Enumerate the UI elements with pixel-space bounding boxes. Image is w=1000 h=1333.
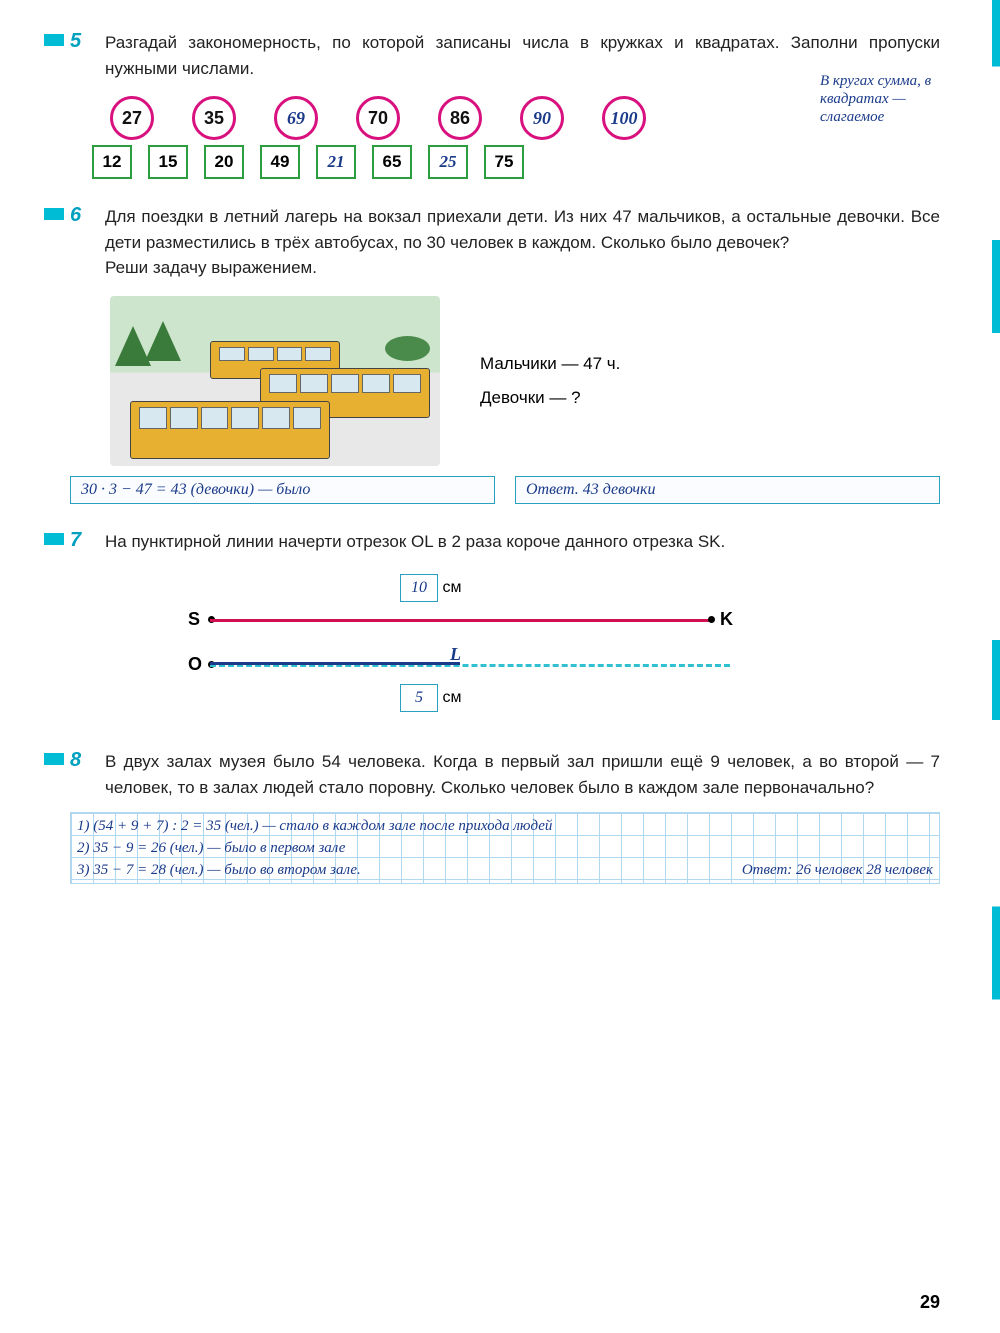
workbook-page: 5 Разгадай закономерность, по которой за… [0,0,1000,1333]
problem-number: 8 [70,749,81,772]
answer-row: 30 · 3 − 47 = 43 (девочки) — было Ответ.… [70,476,940,504]
square-value: 75 [484,145,524,179]
problem-instruction: Реши задачу выражением. [105,258,317,277]
problem-number: 7 [70,529,81,552]
problem-number: 5 [70,30,81,53]
segment-diagram: 10 см S K O L 5 см [150,574,940,724]
problem-givens: Мальчики — 47 ч. Девочки — ? [480,347,620,415]
page-number: 29 [920,1292,940,1313]
problem-tab [44,533,64,545]
bus-illustration [110,296,440,466]
length-value: 5 [400,684,438,712]
problem-text: Разгадай закономерность, по которой запи… [105,30,940,81]
circle-value: 27 [110,96,154,140]
problem-tab [44,208,64,220]
solution-box: 30 · 3 − 47 = 43 (девочки) — было [70,476,495,504]
point-o-label: O [188,654,202,675]
circle-value: 69 [274,96,318,140]
answer-box: Ответ. 43 девочки [515,476,940,504]
girls-label: Девочки — ? [480,381,620,415]
problem-8: 8 В двух залах музея было 54 человека. К… [50,749,940,884]
square-value: 15 [148,145,188,179]
problem-tab [44,34,64,46]
segment-sk [210,619,710,622]
problem-7: 7 На пунктирной линии начерти отрезок OL… [50,529,940,725]
page-edge-tabs [992,0,1000,1333]
solution-grid: 1) (54 + 9 + 7) : 2 = 35 (чел.) — стало … [70,812,940,884]
circles-row: В кругах сумма, в квадратах — слагаемое … [110,96,940,140]
solution-line: 1) (54 + 9 + 7) : 2 = 35 (чел.) — стало … [77,815,933,837]
circle-value: 100 [602,96,646,140]
circle-value: 35 [192,96,236,140]
bus-icon [130,401,330,459]
square-value: 21 [316,145,356,179]
square-value: 49 [260,145,300,179]
problem-text: На пунктирной линии начерти отрезок OL в… [105,529,940,555]
unit-label: см [442,579,461,596]
problem-body: Для поездки в летний лагерь на вокзал пр… [105,207,940,252]
problem-6: 6 Для поездки в летний лагерь на вокзал … [50,204,940,504]
square-value: 65 [372,145,412,179]
squares-row: 12 15 20 49 21 65 25 75 [92,145,940,179]
segment-ol-drawn [210,662,460,665]
problem-text: Для поездки в летний лагерь на вокзал пр… [105,204,940,281]
square-value: 12 [92,145,132,179]
handwritten-margin-note: В кругах сумма, в квадратах — слагаемое [820,72,960,126]
circle-value: 90 [520,96,564,140]
solution-line: 3) 35 − 7 = 28 (чел.) — было во втором з… [77,859,361,881]
problem-tab [44,753,64,765]
point-dot [708,616,715,623]
length-value: 10 [400,574,438,602]
point-k-label: K [720,609,733,630]
sk-length-label: 10 см [400,574,461,602]
ol-length-label: 5 см [400,684,461,712]
point-s-label: S [188,609,200,630]
bush-icon [385,336,430,361]
circle-value: 86 [438,96,482,140]
unit-label: см [442,689,461,706]
square-value: 25 [428,145,468,179]
problem-number: 6 [70,204,81,227]
square-value: 20 [204,145,244,179]
point-l-label: L [450,644,461,665]
circle-value: 70 [356,96,400,140]
problem-text: В двух залах музея было 54 человека. Ког… [105,749,940,800]
solution-line: 2) 35 − 9 = 26 (чел.) — было в первом за… [77,837,933,859]
problem-5: 5 Разгадай закономерность, по которой за… [50,30,940,179]
bus-illustration-section: Мальчики — 47 ч. Девочки — ? [110,296,940,466]
boys-label: Мальчики — 47 ч. [480,347,620,381]
tree-icon [145,321,181,361]
final-answer: Ответ: 26 человек 28 человек [742,859,933,881]
